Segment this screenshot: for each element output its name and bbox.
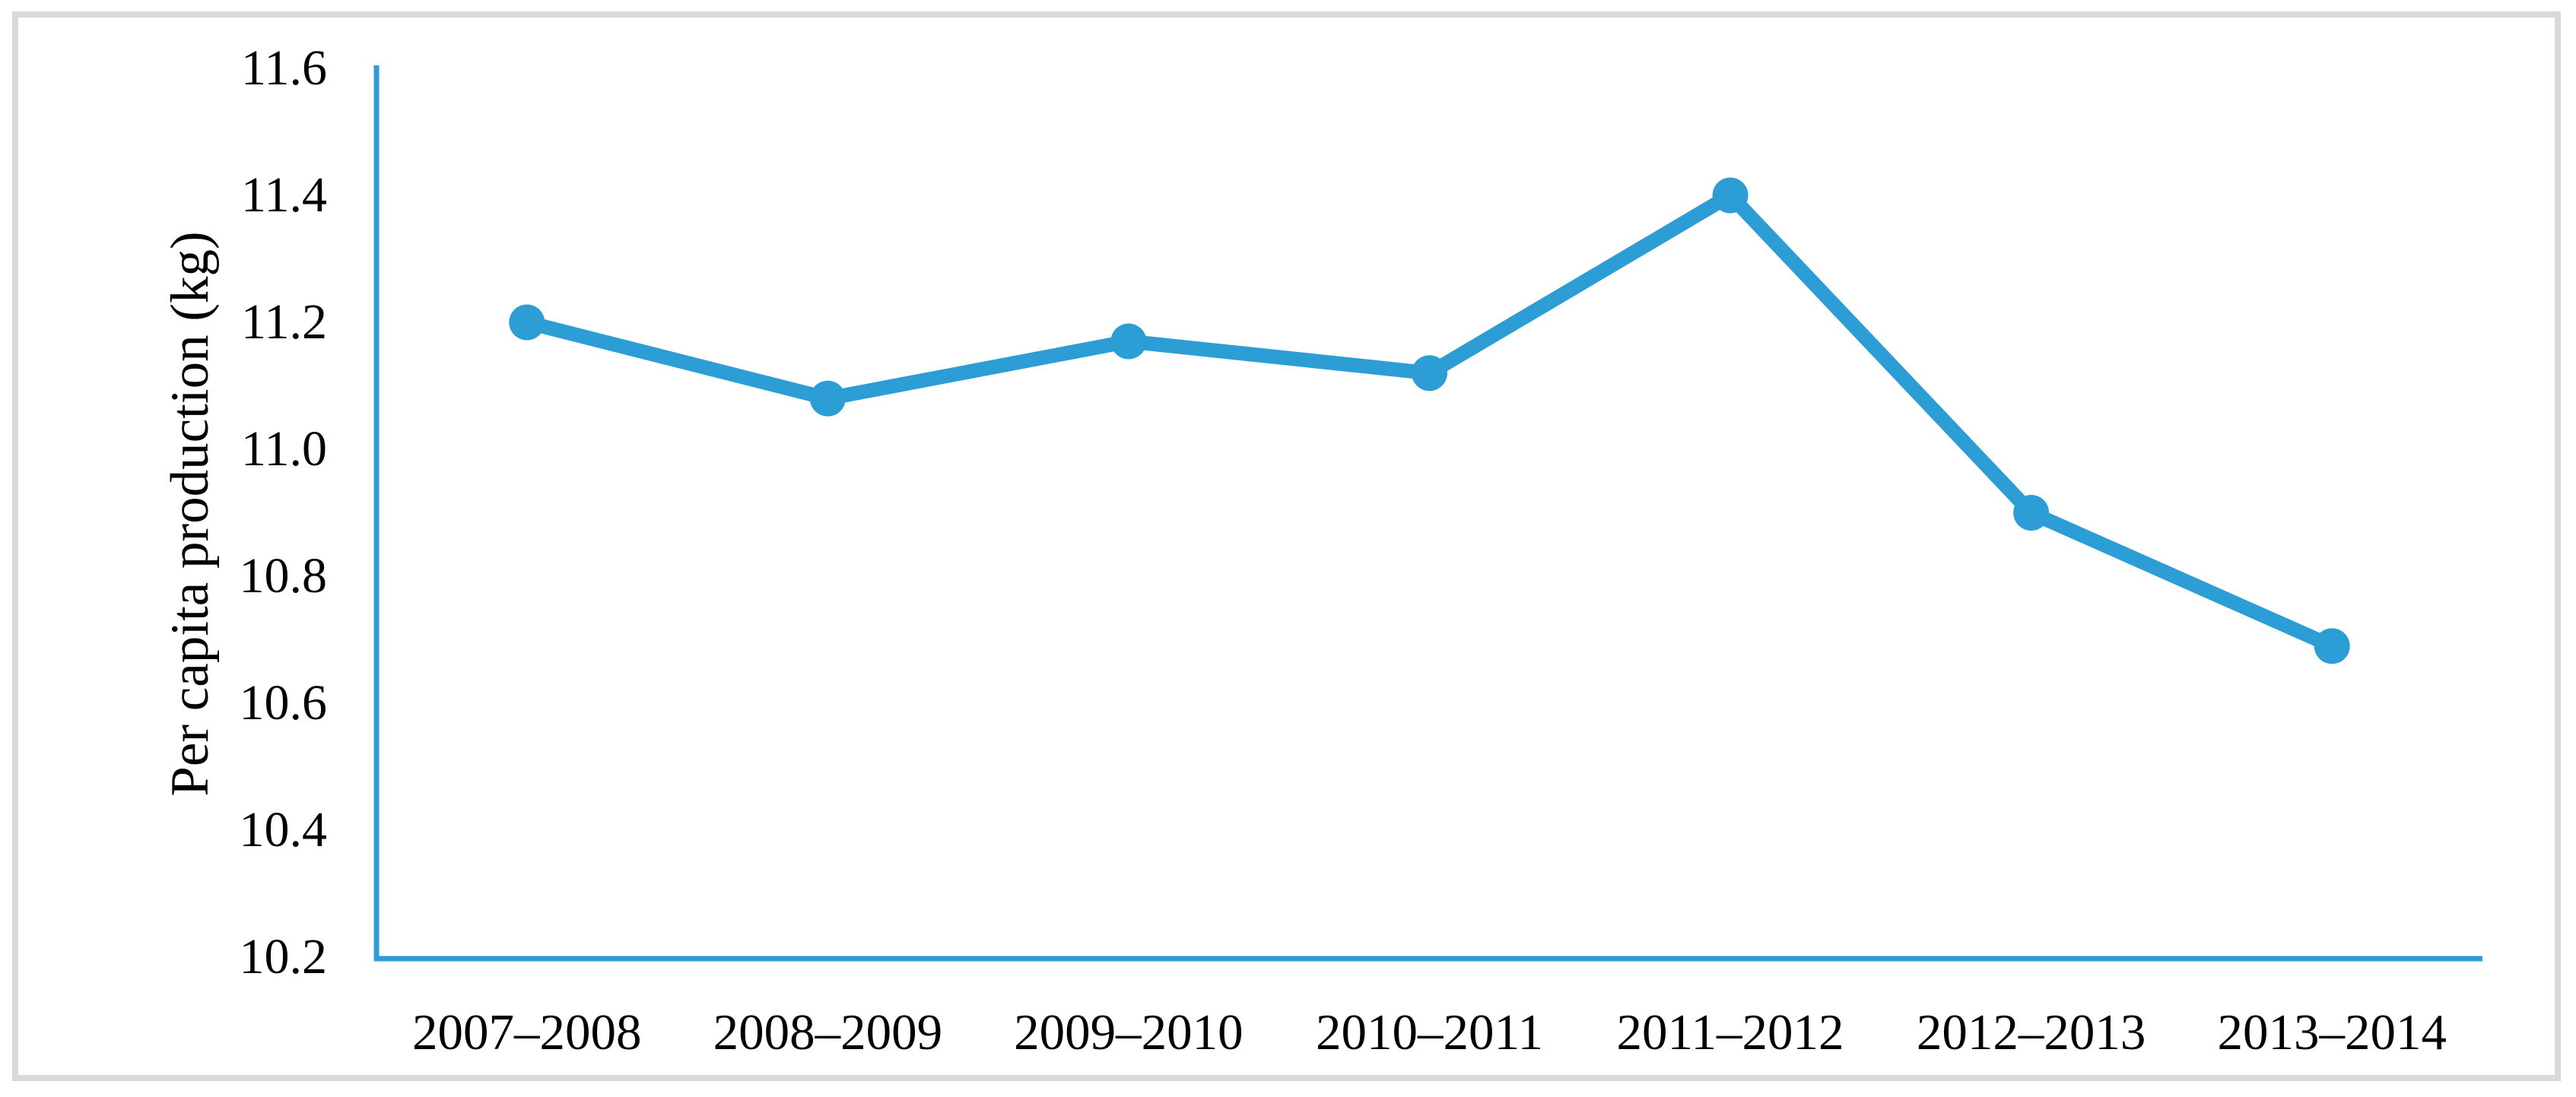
y-tick-label: 10.2: [239, 929, 328, 984]
x-category-label: 2012–2013: [1916, 1004, 2146, 1061]
y-tick-label: 11.2: [240, 294, 327, 350]
x-category-label: 2013–2014: [2217, 1004, 2447, 1061]
data-point-marker: [1412, 355, 1447, 392]
y-tick-label: 10.4: [239, 802, 328, 858]
data-point-marker: [2314, 628, 2350, 664]
y-tick-label: 11.6: [240, 40, 327, 96]
data-point-marker: [1712, 177, 1749, 214]
x-category-label: 2010–2011: [1315, 1004, 1543, 1061]
y-tick-label: 10.8: [239, 548, 328, 604]
x-category-label: 2008–2009: [713, 1004, 943, 1061]
data-point-marker: [509, 304, 545, 341]
y-tick-label: 10.6: [239, 675, 328, 731]
y-tick-label: 11.0: [240, 421, 327, 477]
x-category-label: 2007–2008: [412, 1004, 642, 1061]
y-axis-title: Per capita production (kg): [160, 231, 220, 797]
data-point-marker: [1110, 323, 1147, 360]
y-tick-label: 11.4: [240, 167, 327, 223]
x-category-label: 2011–2012: [1616, 1004, 1844, 1061]
x-category-label: 2009–2010: [1014, 1004, 1244, 1061]
data-point-marker: [2013, 495, 2050, 531]
figure-frame: [12, 11, 2561, 1081]
data-point-marker: [809, 380, 846, 417]
series-line: [525, 188, 2336, 653]
